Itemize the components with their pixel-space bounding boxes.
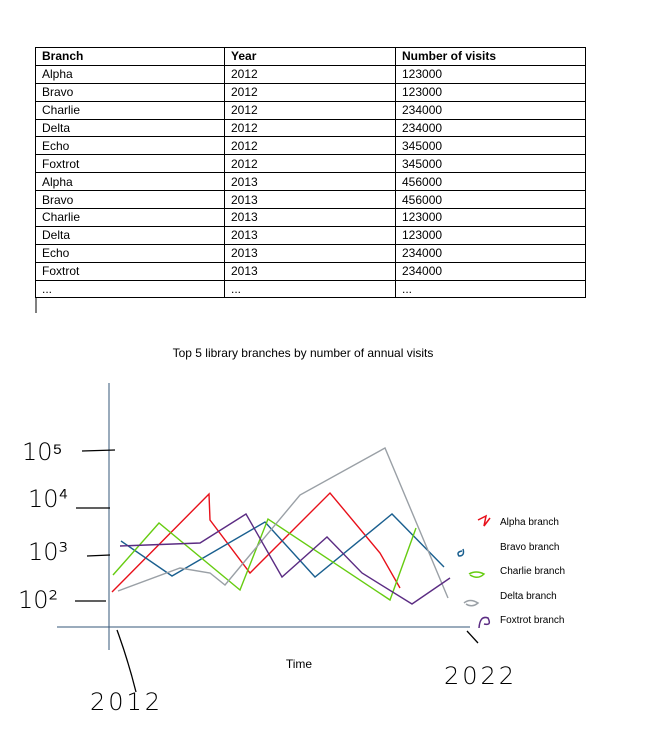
table-cell: 2013 [224,225,396,245]
table-body: Alpha 2012 123000 Bravo 2012 123000 Charlie 201… [35,64,586,299]
x-axis-label: Time [286,657,313,671]
table-cell: 123000 [395,225,586,245]
annotations: 10⁵ 10⁴ 10³ 10² 2012 2022 Time Number of visits… [0,438,565,716]
table-row: Foxtrot 2013 234000 [35,261,586,281]
table-row: Charlie 2012 234000 [35,100,586,120]
table-row: Foxtrot 2012 345000 [35,154,586,174]
legend-icons [457,514,491,629]
table-cell: 456000 [395,190,586,210]
chart-title: Top 5 library branches by number of annu… [172,346,434,360]
table-cell: 345000 [395,136,586,156]
legend-label: Charlie branch [500,566,565,577]
y-annotation: 10⁵ [22,438,63,466]
table-row: ......... [35,279,586,299]
lines [111,447,451,605]
table-cell: 2012 [224,118,396,138]
data-table: Branch Year Number of visits Alpha 2012 1230… [35,47,586,299]
y-annotation: 10³ [28,538,68,566]
foxtrot-line [119,513,451,605]
tick [81,449,116,452]
table-row: Alpha 2013 456000 [35,172,586,192]
legend-icon [463,599,480,607]
legend-icon [457,548,465,557]
table-row: Bravo 2013 456000 [35,190,586,210]
table-cell: 123000 [395,82,586,102]
legend-label: Bravo branch [500,542,559,553]
table-cell: 234000 [395,261,586,281]
table-cell: Echo [35,136,225,156]
table-row: Delta 2012 234000 [35,118,586,138]
legend-icon [478,616,491,629]
legend-icon [468,571,486,578]
table-cell: ... [395,279,586,299]
x-annotation: 2022 [444,662,517,690]
y-annotation: 10⁴ [28,485,68,513]
x-annotation: 2012 [90,688,163,716]
legend-icon [477,514,491,527]
tick [86,554,111,557]
table-row: Echo 2013 234000 [35,243,586,263]
table-cell: 2012 [224,136,396,156]
y-axis-label: Number of visits [0,510,1,589]
table-row: Alpha 2012 123000 [35,64,586,84]
table-cell: 234000 [395,243,586,263]
tick [116,629,137,693]
table-row: Echo 2012 345000 [35,136,586,156]
y-annotation: 10² [18,586,58,614]
legend-label: Foxtrot branch [500,615,564,626]
alpha-line [111,491,401,593]
delta-line [117,447,449,599]
charlie-line [112,517,417,602]
table-cell: 2012 [224,154,396,174]
legend-label: Alpha branch [500,517,559,528]
table-cell: ... [35,279,225,299]
tick [466,630,479,644]
bravo-line [120,513,445,578]
table-cell: 2012 [224,64,396,84]
legend-label: Delta branch [500,591,557,602]
hand-ticks [75,449,479,693]
